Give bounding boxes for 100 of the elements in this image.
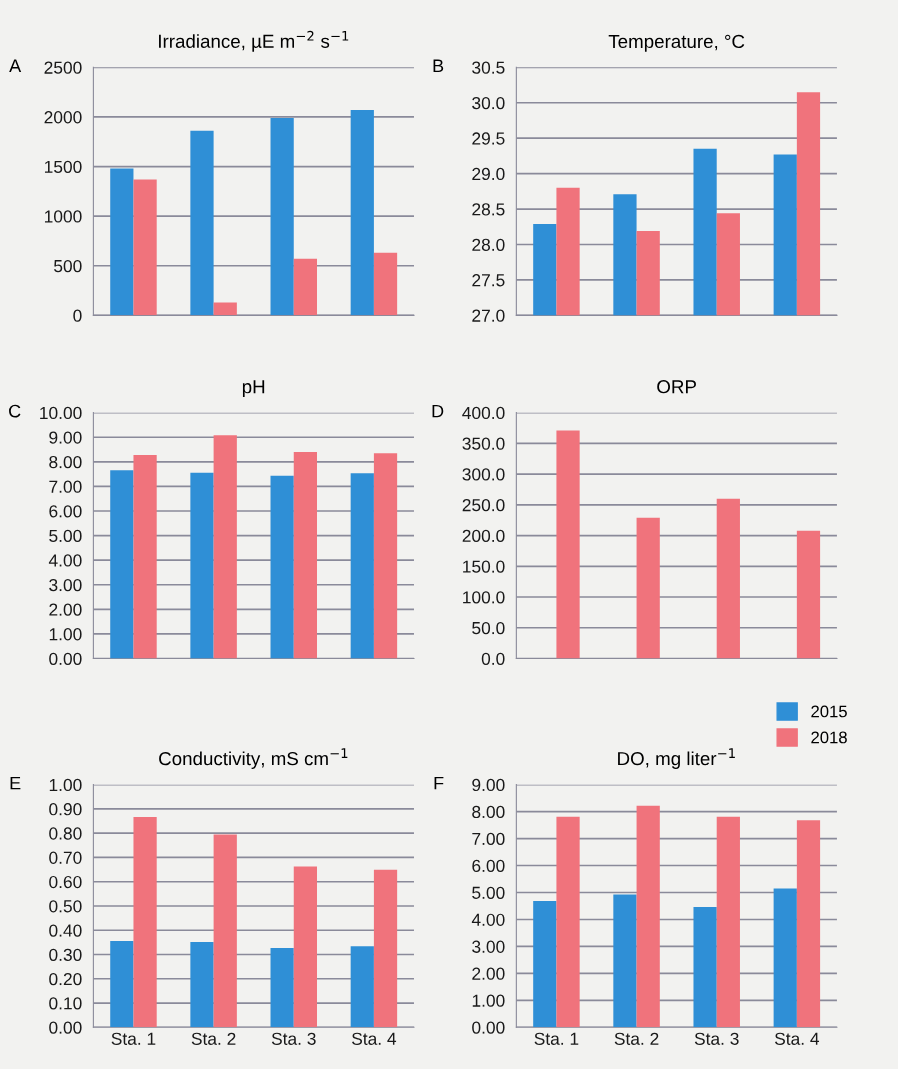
- bar: [133, 179, 157, 316]
- y-tick-label: 1500: [44, 160, 82, 174]
- bar: [716, 816, 740, 1028]
- y-tick-label: 1000: [44, 210, 82, 223]
- bar: [350, 110, 374, 316]
- y-tick-label: 100.0: [463, 591, 505, 604]
- y-tick-label: 29.5: [472, 132, 505, 145]
- bar: [110, 168, 134, 316]
- y-tick-label: 9.00: [49, 431, 82, 444]
- y-tick-label: 3.00: [49, 578, 82, 592]
- y-tick-label: 200.0: [462, 529, 505, 543]
- y-tick-label: 1.00: [49, 628, 82, 641]
- y-tick-label: 250.0: [462, 499, 505, 512]
- y-tick-label: 28.0: [472, 238, 505, 251]
- bar: [270, 475, 294, 659]
- bar: [773, 888, 797, 1028]
- y-tick-label: 5.00: [472, 886, 505, 899]
- bar: [213, 834, 237, 1028]
- chart-title: DO, mg liter$^{−1}$: [618, 748, 735, 769]
- y-tick-label: 400.0: [462, 406, 505, 420]
- y-tick-label: 5.00: [49, 529, 82, 543]
- bar: [190, 472, 214, 659]
- y-tick-label: 30.0: [472, 96, 505, 110]
- bar: [350, 946, 374, 1028]
- legend-label: 2018: [811, 731, 847, 744]
- x-tick-label: Sta. 1: [111, 1032, 156, 1045]
- y-tick-label: 10.00: [40, 406, 82, 420]
- bar: [796, 530, 821, 659]
- y-tick-label: 30.5: [472, 61, 505, 74]
- y-tick-label: 350.0: [462, 437, 505, 450]
- bar: [133, 454, 157, 659]
- bar: [373, 453, 398, 659]
- y-tick-label: 0.80: [49, 827, 82, 840]
- y-tick-label: 2000: [44, 111, 82, 124]
- bar: [556, 816, 580, 1028]
- y-tick-label: 0.10: [49, 997, 82, 1010]
- bar: [636, 805, 660, 1028]
- x-tick-label: Sta. 1: [534, 1032, 579, 1045]
- bar: [270, 117, 294, 316]
- bar: [533, 901, 557, 1028]
- y-tick-label: 500: [54, 259, 82, 273]
- bar: [716, 498, 740, 659]
- y-tick-label: 50.0: [472, 621, 505, 635]
- x-tick-label: Sta. 4: [774, 1032, 820, 1045]
- text: B: [433, 59, 444, 73]
- bar: [636, 517, 660, 659]
- y-tick-label: 0.50: [49, 900, 82, 913]
- y-tick-label: 4.00: [471, 913, 505, 926]
- y-tick-label: 0.00: [49, 652, 82, 665]
- y-tick-label: 0.70: [49, 851, 82, 864]
- chart-title: Conductivity, mS cm$^{−1}$: [159, 748, 348, 769]
- y-tick-label: 300.0: [462, 468, 505, 481]
- x-tick-label: Sta. 2: [614, 1032, 659, 1045]
- y-tick-label: 0.60: [49, 875, 82, 889]
- y-tick-label: 0.00: [472, 1021, 505, 1034]
- text: C: [9, 404, 21, 418]
- y-tick-label: 8.00: [49, 455, 82, 469]
- chart-title: Irradiance, µE m$^{−2}$ s$^{−1}$: [159, 30, 349, 52]
- bar: [213, 302, 237, 316]
- legend-label: 2015: [811, 705, 847, 718]
- y-tick-label: 0: [73, 309, 82, 322]
- text: E: [10, 776, 21, 790]
- x-tick-label: Sta. 3: [271, 1032, 316, 1045]
- bar: [693, 907, 717, 1028]
- chart-title: ORP: [657, 380, 696, 394]
- bar: [133, 816, 157, 1028]
- bar: [110, 940, 134, 1028]
- bar: [270, 947, 294, 1028]
- y-tick-label: 2.00: [49, 603, 82, 616]
- bar: [190, 130, 214, 316]
- y-tick-label: 8.00: [472, 805, 505, 819]
- y-tick-label: 2500: [44, 61, 82, 74]
- bar: [213, 435, 237, 659]
- y-tick-label: 0.0: [481, 652, 505, 665]
- bar: [613, 894, 637, 1028]
- x-tick-label: Sta. 2: [191, 1032, 236, 1045]
- y-tick-label: 29.0: [472, 167, 505, 181]
- y-tick-label: 0.40: [49, 924, 82, 937]
- bar: [556, 430, 580, 659]
- chart-title: Temperature, °C: [608, 34, 745, 52]
- text: D: [432, 404, 444, 418]
- bar: [796, 820, 821, 1028]
- y-tick-label: 0.20: [49, 972, 82, 986]
- y-tick-label: 9.00: [472, 778, 505, 792]
- bar: [110, 470, 134, 659]
- y-tick-label: 3.00: [472, 940, 505, 953]
- y-tick-label: 6.00: [49, 505, 82, 518]
- text: F: [434, 776, 444, 790]
- bar: [293, 866, 317, 1028]
- bar: [373, 869, 398, 1028]
- y-tick-label: 1.00: [472, 994, 505, 1007]
- y-tick-label: 0.30: [49, 948, 82, 961]
- y-tick-label: 28.5: [472, 203, 505, 216]
- bar: [293, 451, 317, 659]
- chart-title: pH: [242, 380, 265, 398]
- y-tick-label: 2.00: [472, 967, 505, 980]
- y-tick-label: 1.00: [49, 778, 82, 792]
- y-tick-label: 7.00: [49, 480, 82, 493]
- y-tick-label: 150.0: [463, 560, 505, 573]
- y-tick-label: 6.00: [472, 859, 505, 872]
